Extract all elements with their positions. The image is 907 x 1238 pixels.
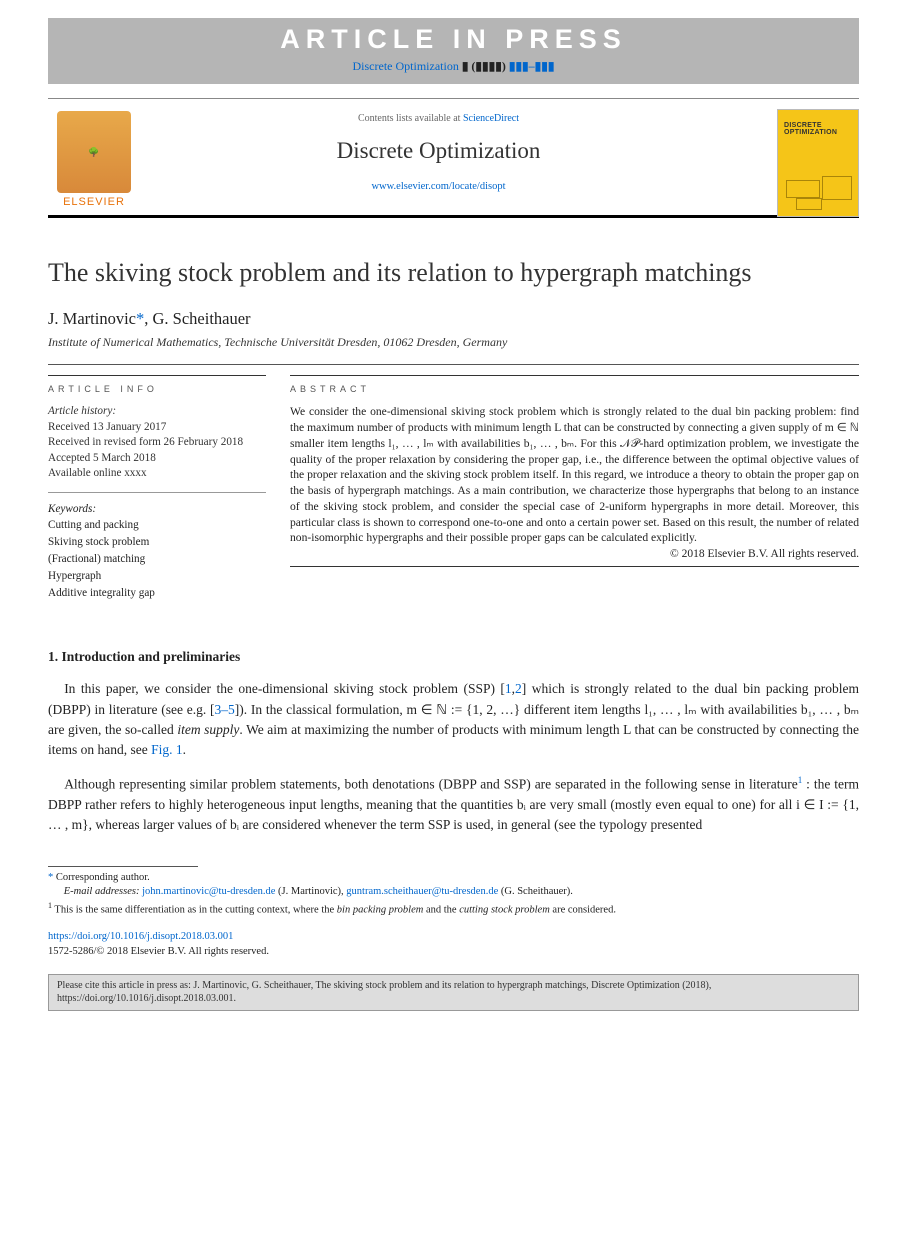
aip-banner: ARTICLE IN PRESS Discrete Optimization ▮…	[48, 18, 859, 84]
keyword-5: Additive integrality gap	[48, 585, 266, 602]
elsevier-tree-icon: 🌳	[57, 111, 131, 193]
authors-line: J. Martinovic*, G. Scheithauer	[48, 309, 859, 329]
email-2-who: (G. Scheithauer).	[498, 886, 573, 897]
journal-name: Discrete Optimization	[158, 138, 719, 164]
footnotes-block: * Corresponding author. E-mail addresses…	[48, 871, 859, 919]
cite-article-box: Please cite this article in press as: J.…	[48, 974, 859, 1011]
abstract-bottom-rule	[290, 566, 859, 567]
keywords-block: Keywords: Cutting and packing Skiving st…	[48, 501, 266, 602]
abstract-column: ABSTRACT We consider the one-dimensional…	[290, 375, 859, 601]
footnote-1-em2: cutting stock problem	[459, 904, 550, 915]
doi-block: https://doi.org/10.1016/j.disopt.2018.03…	[48, 930, 859, 959]
publisher-logo: 🌳 ELSEVIER	[48, 111, 140, 208]
history-accepted: Accepted 5 March 2018	[48, 451, 266, 466]
keywords-label: Keywords:	[48, 501, 266, 518]
email-footnote: E-mail addresses: john.martinovic@tu-dre…	[48, 885, 859, 900]
rule-above-info	[48, 364, 859, 365]
email-2-link[interactable]: guntram.scheithauer@tu-dresden.de	[346, 886, 498, 897]
email-label: E-mail addresses:	[64, 886, 140, 897]
corresponding-footnote: * Corresponding author.	[48, 871, 859, 886]
corr-label: Corresponding author.	[56, 872, 150, 883]
history-received: Received 13 January 2017	[48, 420, 266, 435]
aip-vol1: ▮ (▮▮▮▮)	[462, 59, 506, 73]
info-abstract-row: ARTICLE INFO Article history: Received 1…	[48, 375, 859, 601]
cover-thumb-art	[778, 176, 858, 216]
corresponding-asterisk[interactable]: *	[136, 309, 144, 328]
history-online: Available online xxxx	[48, 466, 266, 481]
p1-pre: In this paper, we consider the one-dimen…	[64, 681, 505, 696]
aip-banner-sub: Discrete Optimization ▮ (▮▮▮▮) ▮▮▮–▮▮▮	[48, 59, 859, 74]
abstract-copyright: © 2018 Elsevier B.V. All rights reserved…	[290, 548, 859, 560]
contents-available-line: Contents lists available at ScienceDirec…	[158, 113, 719, 124]
p1-end: .	[183, 742, 186, 757]
masthead: 🌳 ELSEVIER Contents lists available at S…	[48, 98, 859, 218]
article-title: The skiving stock problem and its relati…	[48, 256, 859, 289]
corr-asterisk-icon: *	[48, 872, 53, 883]
footnote-1-text: This is the same differentiation as in t…	[52, 904, 337, 915]
article-history: Article history: Received 13 January 201…	[48, 404, 266, 481]
publisher-name: ELSEVIER	[48, 196, 140, 208]
history-label: Article history:	[48, 404, 266, 419]
article-info-head: ARTICLE INFO	[48, 384, 266, 394]
footnote-1-em1: bin packing problem	[337, 904, 424, 915]
article-info-column: ARTICLE INFO Article history: Received 1…	[48, 375, 266, 601]
history-revised: Received in revised form 26 February 201…	[48, 435, 266, 450]
ref-link-1[interactable]: 1	[505, 681, 512, 696]
section-1-para-1: In this paper, we consider the one-dimen…	[48, 679, 859, 760]
footnote-1: 1 This is the same differentiation as in…	[48, 900, 859, 918]
aip-vol2: ▮▮▮–▮▮▮	[509, 59, 555, 73]
fig-1-link[interactable]: Fig. 1	[151, 742, 183, 757]
p1-em-item-supply: item supply	[177, 722, 239, 737]
ref-link-2[interactable]: 2	[515, 681, 522, 696]
abstract-head: ABSTRACT	[290, 384, 859, 394]
footnote-1-end: are considered.	[550, 904, 616, 915]
section-1-para-2: Although representing similar problem st…	[48, 774, 859, 835]
email-1-link[interactable]: john.martinovic@tu-dresden.de	[142, 886, 275, 897]
keyword-1: Cutting and packing	[48, 517, 266, 534]
footnote-rule	[48, 866, 198, 867]
aip-journal: Discrete Optimization	[353, 59, 459, 73]
info-separator	[48, 492, 266, 493]
email-1-who: (J. Martinovic),	[275, 886, 346, 897]
p2-pre: Although representing similar problem st…	[64, 777, 798, 792]
section-1-heading: 1. Introduction and preliminaries	[48, 649, 859, 665]
keyword-4: Hypergraph	[48, 568, 266, 585]
author-2: , G. Scheithauer	[144, 309, 250, 328]
sciencedirect-link[interactable]: ScienceDirect	[463, 113, 519, 124]
doi-link[interactable]: https://doi.org/10.1016/j.disopt.2018.03…	[48, 931, 233, 942]
contents-pre: Contents lists available at	[358, 113, 463, 124]
affiliation: Institute of Numerical Mathematics, Tech…	[48, 335, 859, 350]
issn-copyright: 1572-5286/© 2018 Elsevier B.V. All right…	[48, 945, 859, 960]
journal-cover-thumb: DISCRETE OPTIMIZATION	[777, 109, 859, 217]
author-1: J. Martinovic	[48, 309, 136, 328]
masthead-center: Contents lists available at ScienceDirec…	[158, 113, 719, 194]
journal-homepage-link[interactable]: www.elsevier.com/locate/disopt	[371, 181, 505, 192]
keyword-3: (Fractional) matching	[48, 551, 266, 568]
cover-thumb-title: DISCRETE OPTIMIZATION	[778, 110, 858, 136]
aip-banner-title: ARTICLE IN PRESS	[48, 24, 859, 55]
footnote-1-mid: and the	[423, 904, 459, 915]
keyword-2: Skiving stock problem	[48, 534, 266, 551]
abstract-text: We consider the one-dimensional skiving …	[290, 404, 859, 546]
ref-link-3-5[interactable]: 3–5	[215, 702, 235, 717]
